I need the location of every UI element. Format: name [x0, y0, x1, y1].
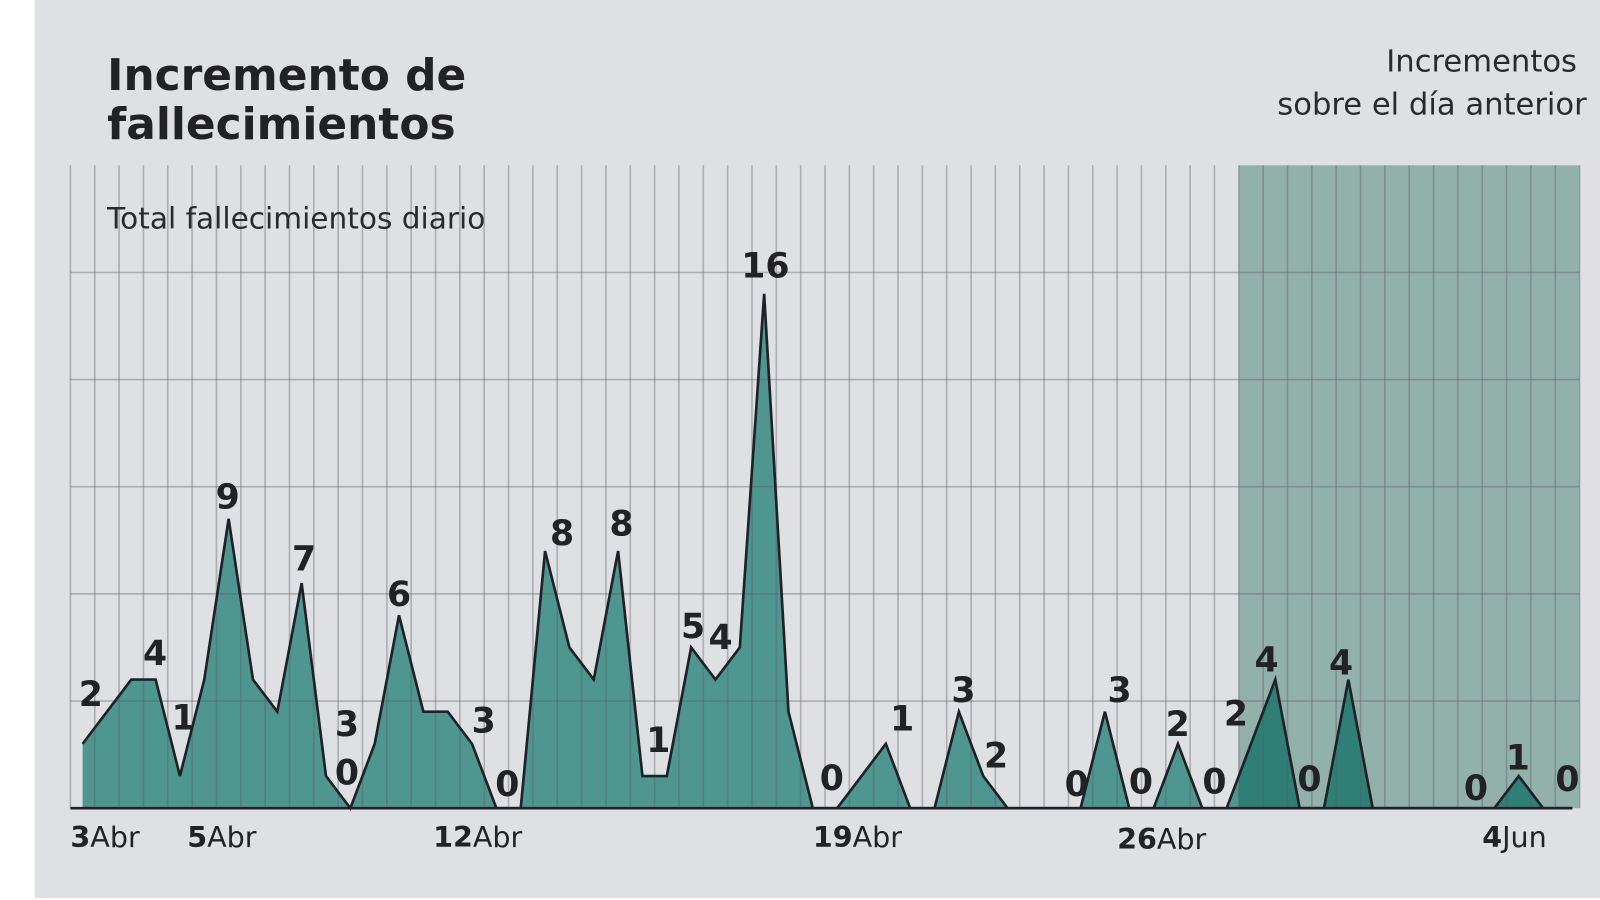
x-tick-day: 3 — [70, 820, 90, 854]
x-tick-day: 26 — [1117, 822, 1157, 856]
value-label: 0 — [1464, 769, 1488, 809]
x-tick-month: Abr — [207, 820, 257, 854]
x-tick-label: 4Jun — [1482, 820, 1547, 854]
chart-note: Incrementos sobre el día anterior — [1277, 44, 1587, 122]
chart-subtitle: Total fallecimientos diario — [106, 202, 485, 236]
value-label: 2 — [984, 736, 1008, 776]
value-label: 1 — [1506, 738, 1530, 778]
value-label: 0 — [495, 765, 519, 805]
chart-title: Incremento de fallecimientos — [107, 50, 481, 150]
x-tick-day: 19 — [813, 820, 853, 854]
value-label: 1 — [890, 700, 914, 740]
value-label: 3 — [472, 702, 496, 742]
value-label: 8 — [609, 505, 633, 545]
value-label: 0 — [1129, 763, 1153, 803]
value-label: 0 — [1065, 765, 1089, 805]
value-label: 4 — [143, 634, 167, 674]
area-fill — [82, 293, 1573, 809]
x-tick-label: 3Abr — [70, 820, 140, 854]
x-tick-label: 19Abr — [813, 820, 902, 854]
x-tick-day: 5 — [187, 820, 207, 854]
value-label: 2 — [79, 675, 103, 715]
value-label: 3 — [951, 671, 975, 711]
value-label: 3 — [1107, 671, 1131, 711]
x-tick-month: Abr — [473, 820, 523, 854]
value-label: 6 — [387, 575, 411, 615]
x-tick-day: 12 — [433, 820, 473, 854]
value-label: 4 — [1254, 641, 1278, 681]
value-label: 4 — [1329, 643, 1353, 683]
value-label: 9 — [216, 477, 240, 517]
value-label: 7 — [292, 539, 316, 579]
value-label: 5 — [681, 607, 705, 647]
x-tick-month: Abr — [90, 820, 140, 854]
x-tick-label: 5Abr — [187, 820, 257, 854]
value-label: 2 — [1166, 705, 1190, 745]
highlight-band — [1238, 165, 1580, 809]
value-label: 2 — [1224, 695, 1248, 735]
value-label: 16 — [741, 247, 789, 287]
value-label: 0 — [1555, 760, 1579, 800]
x-tick-month: Abr — [1157, 822, 1207, 856]
value-label: 1 — [646, 721, 670, 761]
value-label: 0 — [1202, 763, 1226, 803]
x-tick-month: Jun — [1500, 820, 1547, 854]
value-label: 3 — [335, 705, 359, 745]
x-tick-month: Abr — [853, 820, 903, 854]
x-tick-label: 12Abr — [433, 820, 522, 854]
x-tick-label: 26Abr — [1117, 822, 1206, 856]
area-fill-highlight — [1238, 679, 1573, 809]
value-label: 0 — [820, 759, 844, 799]
value-label: 1 — [172, 698, 196, 738]
value-label: 4 — [709, 618, 733, 658]
value-label: 0 — [335, 754, 359, 794]
value-label: 0 — [1297, 760, 1321, 800]
value-label: 8 — [550, 514, 574, 554]
x-tick-day: 4 — [1482, 820, 1502, 854]
